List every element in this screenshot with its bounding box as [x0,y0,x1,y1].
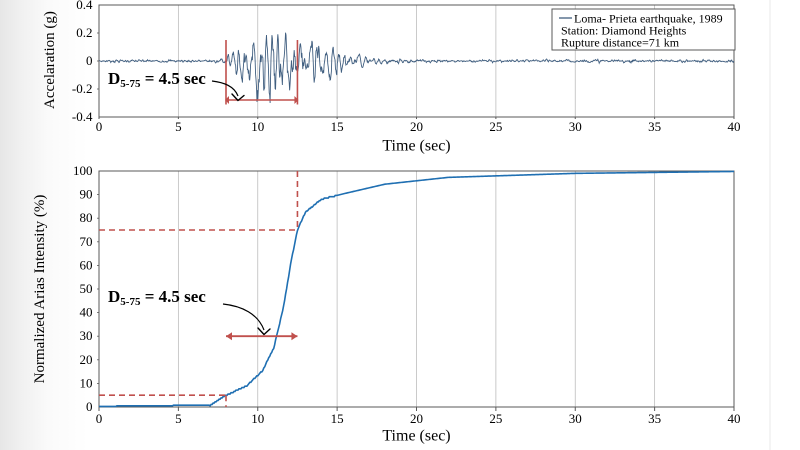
svg-text:15: 15 [331,119,344,134]
svg-text:0: 0 [96,119,103,134]
svg-text:0: 0 [96,411,103,426]
svg-text:40: 40 [728,119,741,134]
svg-text:100: 100 [73,163,93,178]
svg-text:25: 25 [489,411,502,426]
svg-text:20: 20 [80,352,93,367]
svg-text:10: 10 [80,375,93,390]
svg-text:0: 0 [86,53,93,68]
svg-text:40: 40 [728,411,741,426]
svg-text:35: 35 [648,119,661,134]
svg-text:20: 20 [410,411,423,426]
svg-text:Time (sec): Time (sec) [382,428,450,445]
svg-text:80: 80 [80,210,93,225]
svg-text:5: 5 [175,119,182,134]
svg-text:5: 5 [175,411,182,426]
svg-text:90: 90 [80,187,93,202]
svg-text:10: 10 [251,119,264,134]
svg-text:Time (sec): Time (sec) [382,138,450,155]
svg-text:10: 10 [251,411,264,426]
svg-text:60: 60 [80,257,93,272]
svg-text:35: 35 [648,411,661,426]
svg-text:Normalized Arias Intensity (%): Normalized Arias Intensity (%) [32,195,48,384]
svg-text:40: 40 [80,305,93,320]
svg-text:0: 0 [86,399,93,414]
svg-text:Accelaration (g): Accelaration (g) [42,11,58,109]
svg-text:D5-75 = 4.5 sec: D5-75 = 4.5 sec [108,287,206,308]
svg-text:Rupture distance=71 km: Rupture distance=71 km [561,36,680,50]
svg-text:0.2: 0.2 [76,25,92,40]
svg-text:50: 50 [80,281,93,296]
svg-text:30: 30 [569,119,582,134]
svg-text:25: 25 [489,119,502,134]
svg-text:D5-75 = 4.5 sec: D5-75 = 4.5 sec [108,69,206,90]
svg-text:30: 30 [569,411,582,426]
svg-text:15: 15 [331,411,344,426]
svg-text:0.4: 0.4 [76,0,93,12]
svg-text:-0.2: -0.2 [72,81,93,96]
svg-text:30: 30 [80,328,93,343]
svg-text:70: 70 [80,234,93,249]
svg-text:-0.4: -0.4 [72,109,93,124]
svg-text:20: 20 [410,119,423,134]
